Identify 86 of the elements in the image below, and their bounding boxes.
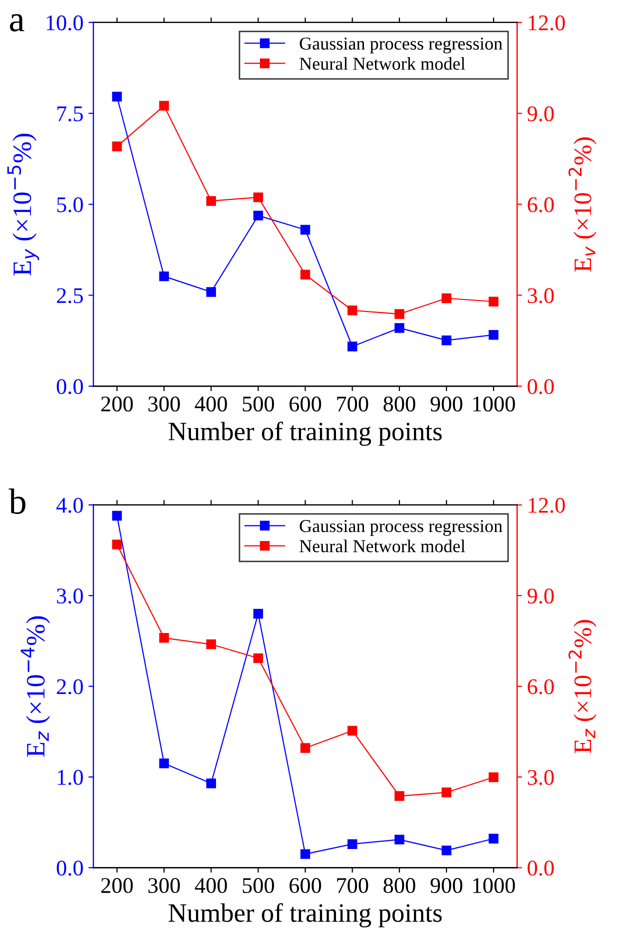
point xyxy=(159,271,169,282)
legend-label: Gaussian process regression xyxy=(300,38,502,54)
y-axis-title: E$_{z}$ (×10$^{−4}$%) xyxy=(20,616,50,757)
y-tick-label: 1.0 xyxy=(58,770,83,786)
legend-label: Neural Network model xyxy=(300,540,466,552)
y2-tick-label: 12.0 xyxy=(528,498,565,513)
point xyxy=(300,743,310,753)
x-tick-label: 600 xyxy=(290,396,322,412)
chart-title: b xyxy=(8,488,26,514)
point xyxy=(253,608,264,619)
x-tick-label: 1000 xyxy=(473,396,515,412)
point xyxy=(300,849,310,859)
y-tick-label: 3.0 xyxy=(57,588,83,604)
x-tick-label: 900 xyxy=(430,878,462,894)
legend-label: Neural Network model xyxy=(300,57,466,70)
y-tick-label: 0.0 xyxy=(56,860,83,876)
y2-tick-label: 9.0 xyxy=(528,106,554,122)
x-tick-label: 300 xyxy=(148,396,180,412)
point xyxy=(253,192,264,202)
y-tick-label: 4.0 xyxy=(56,498,83,513)
y2-tick-label: 0.0 xyxy=(528,860,554,876)
x-tick-label: 200 xyxy=(101,878,133,894)
point xyxy=(347,726,358,736)
legend-label: Gaussian process regression xyxy=(300,520,502,536)
y2-tick-label: 3.0 xyxy=(528,770,554,786)
point xyxy=(394,791,404,801)
y-tick-label: 0.0 xyxy=(56,379,83,394)
point xyxy=(159,100,169,111)
x-tick-label: 300 xyxy=(148,878,180,894)
y2-tick-label: 3.0 xyxy=(528,288,554,304)
y2-tick-label: 0.0 xyxy=(528,379,554,394)
y2-tick-label: 6.0 xyxy=(528,679,554,694)
y2-tick-label: 12.0 xyxy=(528,15,565,30)
x-tick-label: 200 xyxy=(101,396,133,412)
point xyxy=(206,639,216,650)
x-tick-label: 800 xyxy=(384,396,416,412)
x-tick-label: 700 xyxy=(337,396,368,412)
y2-axis-title: E$_{v}$ (×10$^{−2}$%) xyxy=(568,137,596,272)
y-tick-label: 2.0 xyxy=(56,679,83,694)
y-tick-label: 5.0 xyxy=(57,197,83,212)
x-tick-label: 500 xyxy=(242,396,274,412)
point xyxy=(442,293,452,304)
y-axis-title: E$_{y}$ (×10$^{−5}$%) xyxy=(7,134,40,276)
point xyxy=(347,839,358,849)
x-tick-label: 1000 xyxy=(473,878,515,894)
x-tick-label: 400 xyxy=(194,396,227,412)
point xyxy=(488,772,498,782)
x-tick-label: 700 xyxy=(337,878,368,894)
y-tick-label: 10.0 xyxy=(46,15,83,30)
x-axis-title: Number of training points xyxy=(168,903,442,928)
x-tick-label: 600 xyxy=(290,878,322,894)
point xyxy=(206,196,216,206)
x-tick-label: 800 xyxy=(384,878,416,894)
point xyxy=(442,846,452,856)
point xyxy=(206,778,216,788)
point xyxy=(300,224,310,235)
point xyxy=(394,309,404,319)
point xyxy=(206,287,216,297)
point xyxy=(442,335,452,346)
point xyxy=(488,330,498,340)
point xyxy=(347,342,358,352)
point xyxy=(159,633,169,643)
point xyxy=(112,92,122,102)
x-tick-label: 400 xyxy=(194,878,227,894)
x-tick-label: 900 xyxy=(430,396,462,412)
point xyxy=(112,510,122,521)
x-tick-label: 500 xyxy=(242,878,274,894)
point xyxy=(442,788,452,798)
point xyxy=(488,296,498,306)
point xyxy=(394,834,404,844)
y2-axis-title: E$_{z}$ (×10$^{−2}$%) xyxy=(568,620,596,754)
point xyxy=(488,834,498,844)
y2-tick-label: 6.0 xyxy=(528,197,554,212)
point xyxy=(159,758,169,768)
y-tick-label: 7.5 xyxy=(57,106,83,122)
point xyxy=(253,210,264,220)
point xyxy=(112,540,122,550)
point xyxy=(253,653,264,664)
point xyxy=(347,306,358,316)
y-tick-label: 2.5 xyxy=(56,288,83,304)
chart-title: a xyxy=(10,14,24,32)
point xyxy=(300,270,310,280)
y2-tick-label: 9.0 xyxy=(528,588,554,604)
point xyxy=(112,142,122,152)
x-axis-title: Number of training points xyxy=(168,422,442,446)
point xyxy=(394,323,404,333)
